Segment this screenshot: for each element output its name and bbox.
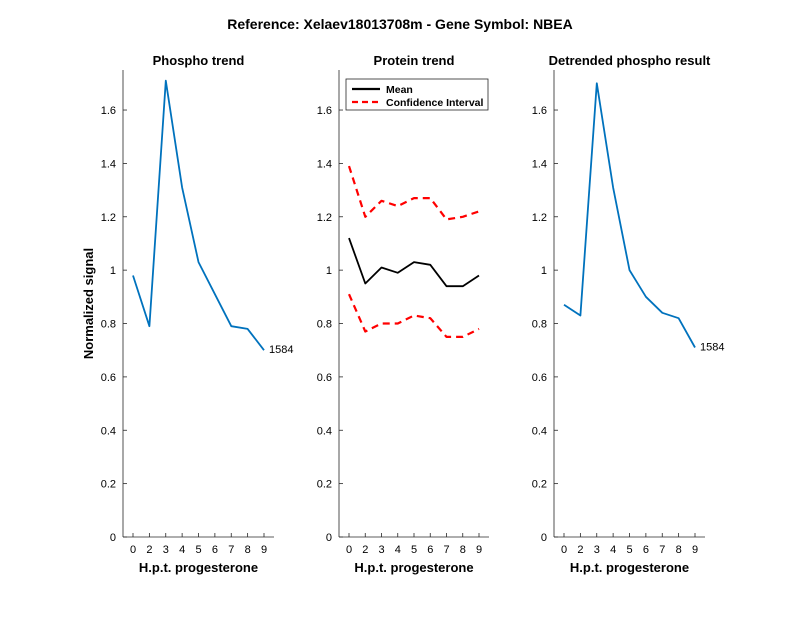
y-tick-label: 0.6 — [317, 372, 332, 384]
x-tick-label: 7 — [443, 544, 449, 556]
y-tick-label: 0.6 — [532, 372, 547, 384]
legend-entry: Confidence Interval — [386, 97, 484, 109]
panel-title: Detrended phospho result — [549, 53, 711, 68]
y-tick-label: 0.4 — [317, 425, 332, 437]
panel-3: 00.20.40.60.811.21.41.60 2 3 4 5 6 7 8 9Detrende… — [532, 53, 725, 575]
y-tick-label: 1 — [326, 265, 332, 277]
panel-title: Phospho trend — [153, 53, 245, 68]
y-tick-label: 0.4 — [532, 425, 547, 437]
y-tick-label: 1.6 — [101, 105, 116, 117]
series-line-line-3 — [347, 293, 480, 338]
x-tick-label: 0 — [130, 544, 136, 556]
x-axis-label: H.p.t. progesterone — [139, 560, 258, 575]
y-axis-label: Normalized signal — [81, 248, 96, 359]
panel-2: 00.20.40.60.811.21.41.60 2 3 4 5 6 7 8 9Protein … — [317, 53, 489, 575]
y-tick-label: 1.2 — [532, 212, 547, 224]
x-tick-label: 2 — [146, 544, 152, 556]
x-tick-label: 2 — [577, 544, 583, 556]
series-annotation: 1584 — [269, 344, 293, 356]
legend-entry: Mean — [386, 84, 413, 96]
panel-title: Protein trend — [374, 53, 455, 68]
x-tick-label: 4 — [610, 544, 616, 556]
y-tick-label: 0.2 — [317, 479, 332, 491]
y-tick-label: 0 — [110, 532, 116, 544]
x-axis-label: H.p.t. progesterone — [570, 560, 689, 575]
x-tick-label: 5 — [195, 544, 201, 556]
x-tick-label: 9 — [692, 544, 698, 556]
x-tick-label: 9 — [476, 544, 482, 556]
series-line-mean — [348, 237, 480, 288]
x-tick-label: 6 — [427, 544, 433, 556]
y-tick-label: 1.6 — [317, 105, 332, 117]
x-tick-label: 7 — [659, 544, 665, 556]
x-tick-label: 3 — [378, 544, 384, 556]
x-tick-label: 7 — [228, 544, 234, 556]
x-tick-label: 8 — [245, 544, 251, 556]
y-tick-label: 0.6 — [101, 372, 116, 384]
panels: 00.20.40.60.811.21.41.60 2 3 4 5 6 7 8 9Phospho … — [81, 53, 724, 575]
x-tick-label: 9 — [261, 544, 267, 556]
series-line-line-1 — [563, 82, 696, 348]
y-tick-label: 0.8 — [317, 319, 332, 331]
y-tick-label: 1.6 — [532, 105, 547, 117]
figure-title: Reference: Xelaev18013708m - Gene Symbol… — [227, 16, 573, 32]
y-tick-label: 1.2 — [101, 212, 116, 224]
series-line-confidence-interval — [347, 165, 480, 221]
y-tick-label: 0 — [326, 532, 332, 544]
x-tick-label: 2 — [362, 544, 368, 556]
x-tick-label: 5 — [626, 544, 632, 556]
y-tick-label: 0.2 — [101, 479, 116, 491]
x-tick-label: 8 — [460, 544, 466, 556]
x-tick-label: 5 — [411, 544, 417, 556]
y-tick-label: 1 — [541, 265, 547, 277]
legend-box — [345, 78, 489, 111]
x-tick-label: 6 — [643, 544, 649, 556]
panel-1: 00.20.40.60.811.21.41.60 2 3 4 5 6 7 8 9Phospho … — [81, 53, 293, 575]
y-tick-label: 1.4 — [317, 158, 332, 170]
y-tick-label: 0.8 — [532, 319, 547, 331]
x-axis-label: H.p.t. progesterone — [354, 560, 473, 575]
x-tick-label: 6 — [212, 544, 218, 556]
x-tick-label: 4 — [395, 544, 401, 556]
y-tick-label: 1.4 — [101, 158, 116, 170]
x-tick-label: 4 — [179, 544, 185, 556]
y-tick-label: 1 — [110, 265, 116, 277]
x-tick-label: 0 — [346, 544, 352, 556]
y-tick-label: 0.8 — [101, 319, 116, 331]
y-tick-label: 0 — [541, 532, 547, 544]
y-tick-label: 1.2 — [317, 212, 332, 224]
y-tick-label: 1.4 — [532, 158, 547, 170]
x-tick-label: 3 — [163, 544, 169, 556]
y-tick-label: 0.4 — [101, 425, 116, 437]
series-line-line-1 — [132, 79, 265, 351]
x-tick-label: 8 — [676, 544, 682, 556]
x-tick-label: 0 — [561, 544, 567, 556]
series-annotation: 1584 — [700, 342, 724, 354]
x-tick-label: 3 — [594, 544, 600, 556]
y-tick-label: 0.2 — [532, 479, 547, 491]
